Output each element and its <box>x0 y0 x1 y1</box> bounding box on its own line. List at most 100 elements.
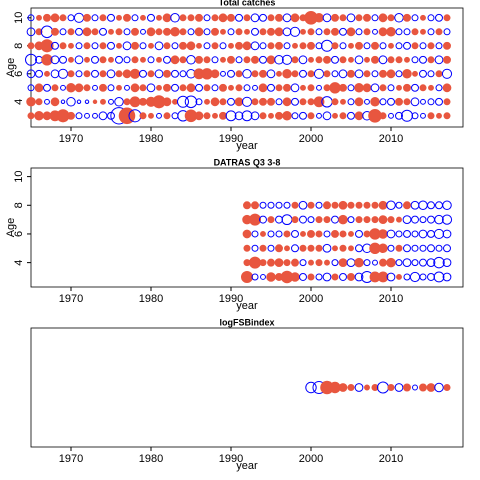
residual-bubble <box>379 112 387 120</box>
residual-bubble <box>114 97 124 107</box>
residual-bubble <box>75 27 83 36</box>
residual-bubble <box>177 95 189 108</box>
residual-bubble <box>116 84 122 91</box>
residual-bubble <box>171 42 179 50</box>
x-tick-label: 2000 <box>299 453 323 465</box>
residual-bubble <box>443 98 451 106</box>
residual-bubble <box>100 98 106 105</box>
residual-bubble <box>27 14 35 22</box>
residual-bubble <box>67 28 75 36</box>
x-tick-label: 1990 <box>219 453 243 465</box>
residual-bubble <box>84 99 90 105</box>
residual-bubble <box>355 216 363 224</box>
residual-bubble <box>355 201 363 209</box>
residual-bubble <box>307 41 315 50</box>
residual-bubble <box>50 97 60 107</box>
residual-bubble <box>324 259 330 266</box>
residual-bubble <box>339 27 347 36</box>
residual-bubble <box>275 244 283 253</box>
residual-bubble <box>139 69 147 78</box>
x-tick-label: 1980 <box>139 453 163 465</box>
residual-bubble <box>276 70 282 77</box>
residual-bubble <box>59 28 67 36</box>
residual-bubble <box>394 13 404 23</box>
residual-bubble <box>115 70 123 78</box>
residual-bubble <box>331 55 339 64</box>
residual-bubble <box>307 244 315 252</box>
residual-bubble <box>396 274 402 280</box>
residual-bubble <box>364 98 370 105</box>
residual-bubble <box>108 98 114 105</box>
residual-bubble <box>35 69 43 78</box>
residual-bubble <box>402 215 412 225</box>
residual-bubble <box>322 272 332 282</box>
residual-bubble <box>435 84 443 92</box>
residual-bubble <box>386 229 396 239</box>
residual-bubble <box>371 201 379 209</box>
residual-bubble <box>355 41 363 50</box>
residual-bubble <box>243 201 251 210</box>
residual-bubble <box>131 56 139 64</box>
y-tick-label: 6 <box>13 71 25 77</box>
residual-bubble <box>218 13 228 23</box>
residual-bubble <box>35 28 43 36</box>
residual-bubble <box>371 383 379 392</box>
residual-bubble <box>274 55 284 65</box>
residual-bubble <box>289 26 301 37</box>
residual-bubble <box>235 56 243 64</box>
residual-bubble <box>299 98 307 106</box>
residual-bubble <box>59 14 67 22</box>
residual-bubble <box>116 42 122 49</box>
residual-bubble <box>258 83 268 93</box>
x-tick-label: 1990 <box>219 293 243 305</box>
residual-bubble <box>441 68 453 79</box>
residual-bubble <box>307 216 315 224</box>
residual-bubble <box>387 56 395 64</box>
residual-bubble <box>91 14 99 22</box>
residual-bubble <box>108 28 114 35</box>
residual-bubble <box>170 55 180 65</box>
residual-bubble <box>315 273 323 281</box>
residual-bubble <box>275 230 283 238</box>
residual-bubble <box>443 41 451 50</box>
residual-bubble <box>131 14 139 22</box>
residual-bubble <box>395 244 403 252</box>
residual-bubble <box>68 42 74 49</box>
residual-bubble <box>364 56 370 63</box>
residual-bubble <box>331 215 339 224</box>
residual-bubble <box>387 84 395 92</box>
residual-bubble <box>274 27 284 37</box>
residual-bubble <box>250 13 260 23</box>
residual-bubble <box>435 13 443 22</box>
residual-bubble <box>363 28 371 36</box>
residual-bubble <box>387 97 395 106</box>
residual-bubble <box>442 83 452 93</box>
residual-bubble <box>235 84 243 92</box>
residual-bubble <box>228 84 234 91</box>
residual-bubble <box>395 28 403 36</box>
residual-bubble <box>99 83 107 92</box>
residual-bubble <box>331 259 339 267</box>
residual-bubble <box>323 70 331 78</box>
residual-bubble <box>123 13 131 22</box>
residual-bubble <box>267 216 275 224</box>
residual-bubble <box>379 84 387 92</box>
residual-bubble <box>186 41 196 51</box>
residual-bubble <box>363 201 371 209</box>
residual-bubble <box>443 112 451 120</box>
residual-bubble <box>284 245 290 252</box>
residual-bubble <box>283 42 291 50</box>
residual-bubble <box>300 230 306 237</box>
residual-bubble <box>395 230 403 238</box>
residual-bubble <box>139 97 147 106</box>
residual-bubble <box>107 13 115 22</box>
residual-bubble <box>162 97 172 107</box>
residual-bubble <box>210 97 220 107</box>
residual-bubble <box>355 14 363 22</box>
residual-bubble <box>67 111 75 120</box>
y-tick-label: 4 <box>13 260 25 266</box>
residual-bubble <box>363 230 371 238</box>
residual-bubble <box>259 112 267 120</box>
residual-bubble <box>348 56 354 63</box>
residual-bubble <box>122 41 132 51</box>
